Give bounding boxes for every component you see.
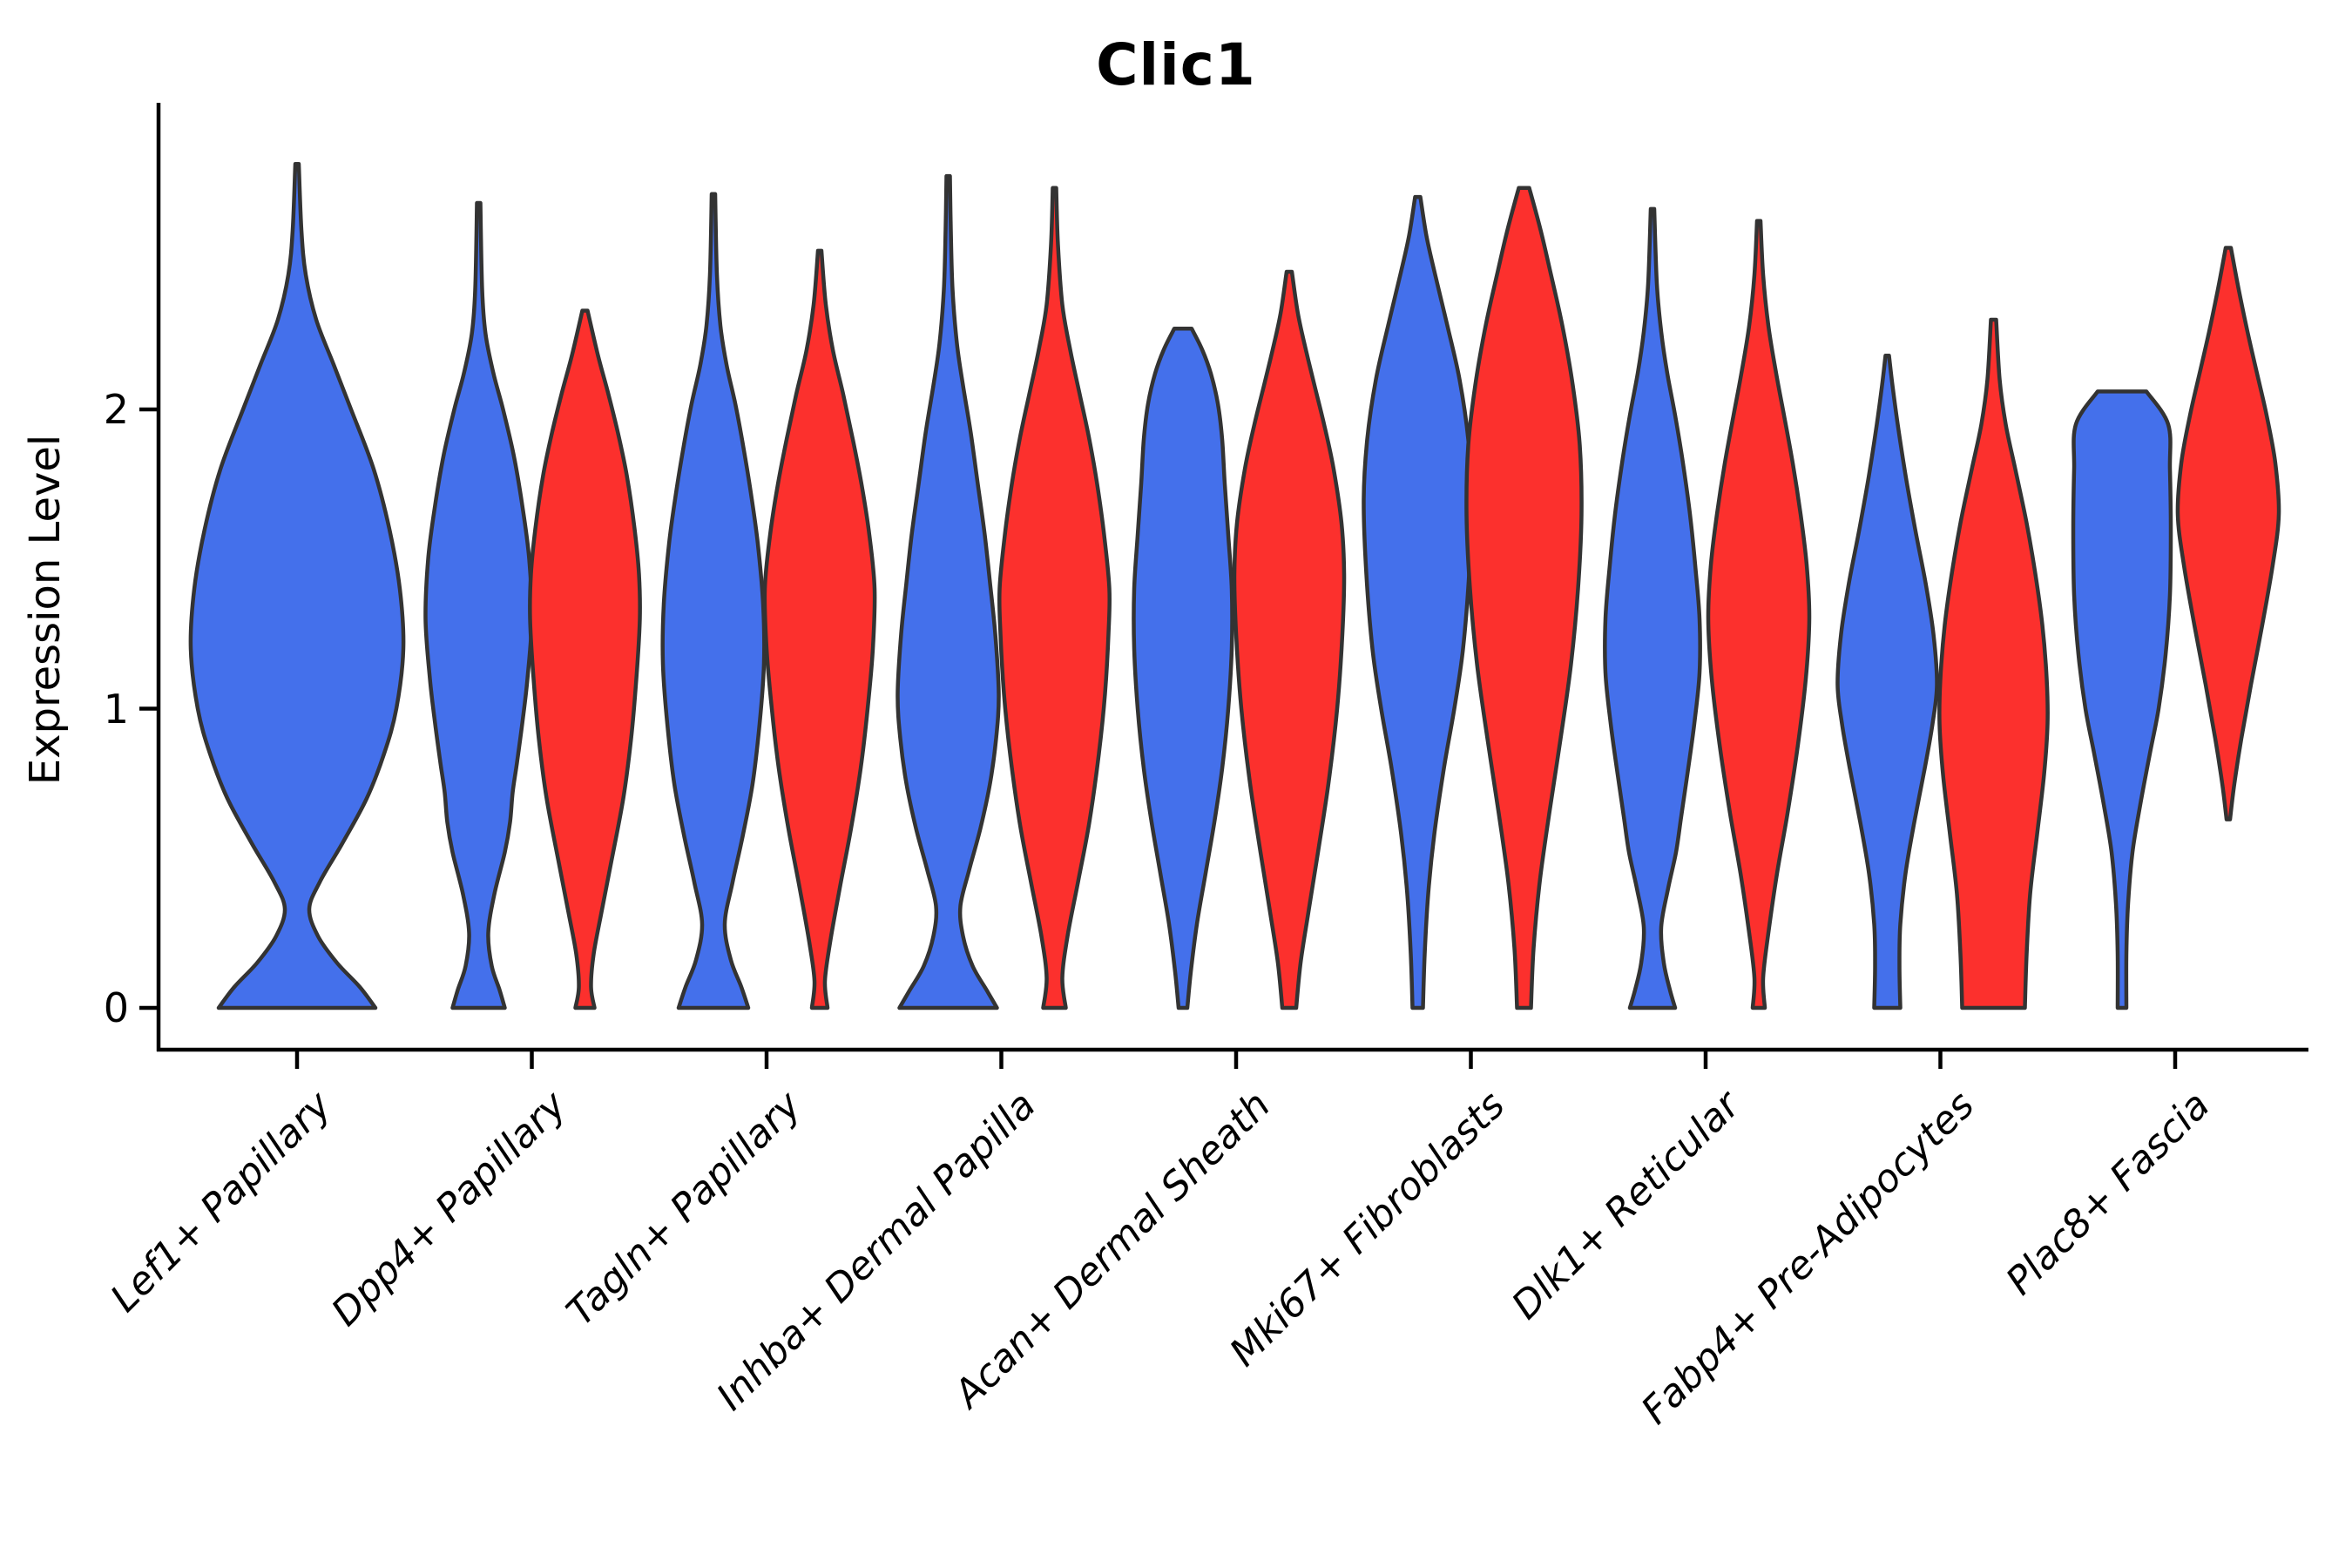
violin-mki67-fibroblasts-red <box>1464 186 1584 1010</box>
violin-inhba-dermal-papilla-blue <box>896 173 1001 1010</box>
violin-plac8-fascia-blue <box>2071 389 2173 1010</box>
violin-dpp4-papillary-blue <box>423 200 534 1010</box>
violin-acan-dermal-sheath-blue <box>1132 327 1234 1010</box>
violin-dpp4-papillary-red <box>528 308 642 1010</box>
violin-mki67-fibroblasts-blue <box>1362 194 1474 1010</box>
y-tick-label: 2 <box>103 386 129 433</box>
violin-tagln-papillary-red <box>762 248 877 1010</box>
page-title: Clic1 <box>1096 31 1256 98</box>
violin-acan-dermal-sheath-red <box>1232 269 1347 1010</box>
violin-plac8-fascia-red <box>2175 246 2281 821</box>
violin-fabp4-pre-adipocytes-red <box>1937 317 2050 1010</box>
violin-tagln-papillary-blue <box>660 192 767 1010</box>
y-tick-label: 1 <box>103 685 129 733</box>
violin-fabp4-pre-adipocytes-blue <box>1835 353 1939 1010</box>
violin-lef1-papillary-blue <box>188 162 406 1010</box>
violin-dlk1-reticular-blue <box>1603 206 1702 1010</box>
y-tick-label: 0 <box>103 984 129 1031</box>
violin-dlk1-reticular-red <box>1706 219 1812 1010</box>
violin-inhba-dermal-papilla-red <box>997 186 1112 1010</box>
